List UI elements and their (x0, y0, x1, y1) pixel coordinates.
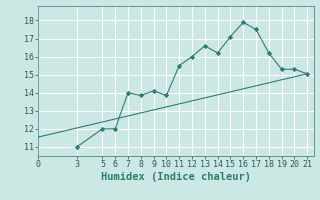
X-axis label: Humidex (Indice chaleur): Humidex (Indice chaleur) (101, 172, 251, 182)
